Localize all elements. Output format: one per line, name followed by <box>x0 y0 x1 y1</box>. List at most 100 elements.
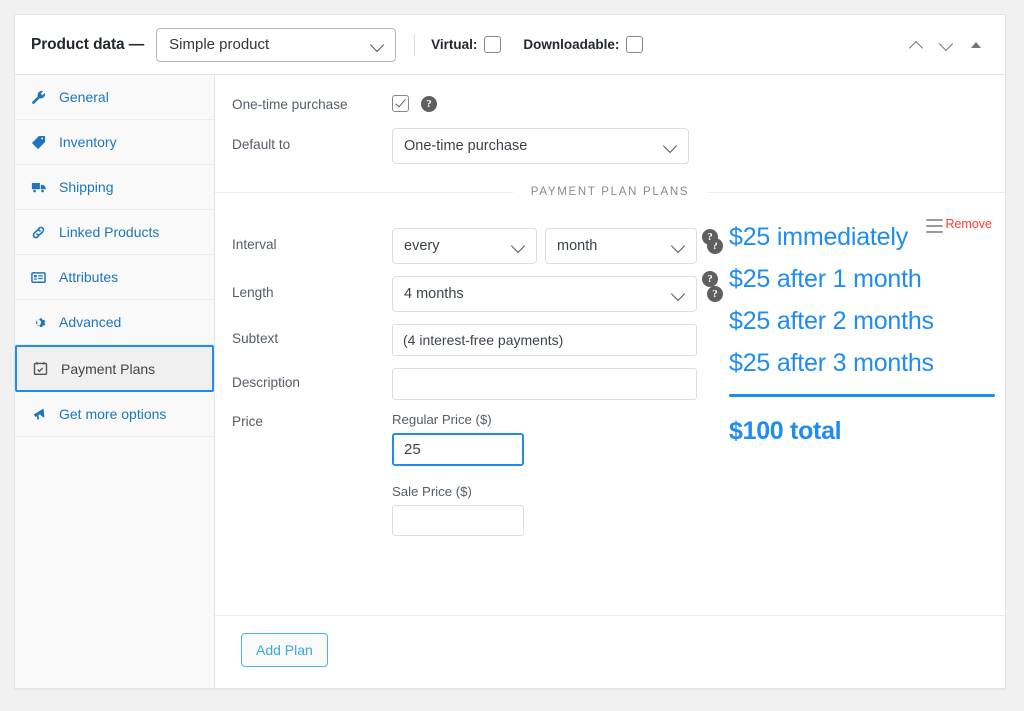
description-input[interactable] <box>392 368 697 400</box>
sidebar-item-inventory[interactable]: Inventory <box>15 120 214 165</box>
product-type-value: Simple product <box>169 36 270 53</box>
virtual-field: Virtual: <box>431 36 502 53</box>
preview-total: $100 total <box>729 417 842 445</box>
drag-handle-icon[interactable] <box>926 217 944 233</box>
sidebar-item-get-more-options[interactable]: Get more options <box>15 392 214 437</box>
help-icon[interactable]: ? <box>707 286 723 302</box>
sidebar-item-label: Get more options <box>59 406 167 422</box>
help-icon[interactable]: ? <box>702 271 718 287</box>
preview-line: ? $25 immediately <box>702 220 992 254</box>
wrench-icon <box>31 90 51 105</box>
product-type-select[interactable]: Simple product <box>156 27 397 62</box>
sidebar-item-shipping[interactable]: Shipping <box>15 165 214 210</box>
subtext-label: Subtext <box>232 331 279 346</box>
header-divider <box>414 33 416 56</box>
calendar-check-icon <box>33 361 53 376</box>
header-actions <box>903 32 989 58</box>
link-icon <box>31 225 51 240</box>
chevron-down-icon <box>512 239 526 253</box>
sale-price-input[interactable] <box>392 505 524 536</box>
description-label: Description <box>232 375 300 390</box>
preview-line-text: $25 after 1 month <box>729 264 922 293</box>
price-row: Price Regular Price ($) Sale Price ($) <box>215 412 1005 536</box>
sidebar-item-linked-products[interactable]: Linked Products <box>15 210 214 255</box>
interval-unit-select[interactable]: month <box>545 228 697 264</box>
plan-preview: Remove ? $25 immediately ? $25 after 1 m… <box>702 217 995 446</box>
preview-line: ? $25 after 1 month <box>702 262 992 296</box>
sidebar-item-attributes[interactable]: Attributes <box>15 255 214 300</box>
collapse-button[interactable] <box>963 32 989 58</box>
panel-body: General Inventory Shipping Linked Produc… <box>15 75 1006 688</box>
tag-icon <box>31 135 51 150</box>
virtual-label: Virtual: <box>431 37 478 52</box>
megaphone-icon <box>31 407 51 422</box>
interval-frequency-value: every <box>404 238 440 254</box>
sidebar-item-label: Advanced <box>59 314 122 330</box>
panel-footer: Add Plan <box>215 615 1005 688</box>
payment-plans-panel: One-time purchase ? Default to One-time … <box>215 75 1006 688</box>
default-to-label: Default to <box>232 137 291 152</box>
payment-plan-plans-divider: PAYMENT PLAN PLANS <box>215 186 1006 198</box>
subtext-row: Subtext <box>215 324 1005 356</box>
interval-row: Interval every month ? <box>215 228 1005 264</box>
regular-price-caption: Regular Price ($) <box>392 412 492 427</box>
preview-total-rule <box>729 394 995 397</box>
sidebar-item-payment-plans[interactable]: Payment Plans <box>15 345 214 392</box>
description-row: Description <box>215 368 1005 400</box>
panel-header: Product data — Simple product Virtual: D… <box>15 15 1005 75</box>
preview-line: $25 after 3 months <box>702 346 992 380</box>
downloadable-checkbox[interactable] <box>626 36 644 53</box>
sidebar-item-label: Payment Plans <box>61 360 156 377</box>
sidebar-item-general[interactable]: General <box>15 75 214 120</box>
preview-line: $25 after 2 months <box>702 304 992 338</box>
sale-price-caption: Sale Price ($) <box>392 484 472 499</box>
subtext-input[interactable] <box>392 324 697 356</box>
plan-tools: Remove <box>926 217 992 233</box>
truck-icon <box>31 180 51 195</box>
chevron-down-icon <box>672 239 686 253</box>
length-label: Length <box>232 285 274 300</box>
sidebar-item-label: Inventory <box>59 134 117 150</box>
payment-plans-content: One-time purchase ? Default to One-time … <box>215 75 1006 615</box>
length-row: Length 4 months ? <box>215 276 1005 312</box>
product-data-panel: Product data — Simple product Virtual: D… <box>14 14 1006 689</box>
section-title: PAYMENT PLAN PLANS <box>530 186 690 198</box>
sidebar-item-label: Shipping <box>59 179 114 195</box>
sidebar-item-label: General <box>59 89 109 105</box>
add-plan-button[interactable]: Add Plan <box>241 633 328 667</box>
gear-icon <box>31 315 51 330</box>
interval-unit-value: month <box>557 238 598 254</box>
one-time-purchase-label: One-time purchase <box>232 97 348 112</box>
move-up-button[interactable] <box>903 32 929 58</box>
divider-line-left <box>215 191 513 193</box>
chevron-down-icon <box>672 287 686 301</box>
remove-plan-link[interactable]: Remove <box>945 217 992 231</box>
sidebar-item-label: Attributes <box>59 269 119 285</box>
default-to-value: One-time purchase <box>404 138 528 154</box>
one-time-purchase-row: One-time purchase ? <box>215 95 1005 112</box>
length-value: 4 months <box>404 286 464 302</box>
triangle-up-icon <box>971 41 981 48</box>
chevron-down-icon <box>940 38 953 51</box>
page-title: Product data — <box>31 35 145 53</box>
downloadable-label: Downloadable: <box>523 37 620 52</box>
length-select[interactable]: 4 months <box>392 276 697 312</box>
virtual-checkbox[interactable] <box>484 36 502 53</box>
price-label: Price <box>232 414 263 429</box>
move-down-button[interactable] <box>933 32 959 58</box>
default-to-select[interactable]: One-time purchase <box>392 128 689 164</box>
help-icon[interactable]: ? <box>702 229 718 245</box>
interval-label: Interval <box>232 237 277 252</box>
chevron-up-icon <box>910 38 923 51</box>
plan-row: Interval every month ? <box>215 198 1005 536</box>
default-to-row: Default to One-time purchase <box>215 128 1005 164</box>
price-fields: Regular Price ($) Sale Price ($) <box>392 412 524 536</box>
help-icon[interactable]: ? <box>421 95 437 112</box>
downloadable-field: Downloadable: <box>523 36 644 53</box>
product-data-tabs: General Inventory Shipping Linked Produc… <box>15 75 215 688</box>
one-time-purchase-checkbox[interactable] <box>392 95 409 112</box>
regular-price-input[interactable] <box>392 433 524 466</box>
chevron-down-icon <box>664 139 678 153</box>
sidebar-item-advanced[interactable]: Advanced <box>15 300 214 345</box>
interval-frequency-select[interactable]: every <box>392 228 537 264</box>
